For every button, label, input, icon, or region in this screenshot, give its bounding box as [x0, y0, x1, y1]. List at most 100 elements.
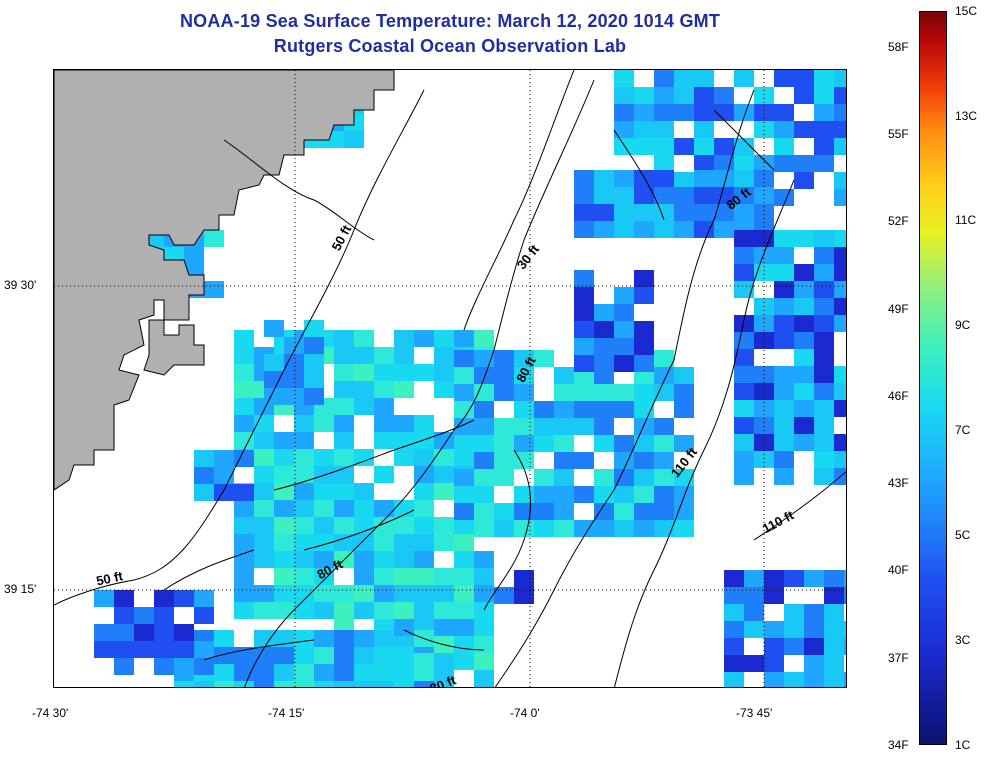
sst-pixel: [394, 534, 414, 551]
sst-pixel: [334, 647, 354, 664]
sst-pixel: [674, 172, 694, 189]
sst-pixel: [174, 624, 194, 641]
sst-pixel: [674, 70, 694, 87]
sst-pixel: [654, 384, 674, 401]
sst-pixel: [474, 602, 494, 619]
sst-pixel: [714, 170, 734, 187]
sst-pixel: [434, 449, 454, 466]
sst-pixel: [694, 70, 714, 87]
sst-pixel: [394, 517, 414, 534]
sst-pixel: [634, 469, 654, 486]
sst-pixel: [474, 418, 494, 435]
sst-pixel: [394, 415, 414, 432]
sst-pixel: [594, 418, 614, 435]
sst-pixel: [174, 681, 194, 687]
sst-pixel: [274, 647, 294, 664]
sst-pixel: [514, 350, 534, 367]
contour-label: 110 ft: [760, 507, 797, 536]
sst-pixel: [334, 330, 354, 347]
sst-pixel: [234, 681, 254, 687]
sst-pixel: [774, 400, 794, 417]
sst-pixel: [674, 503, 694, 520]
sst-pixel: [574, 401, 594, 418]
sst-pixel: [434, 602, 454, 619]
sst-pixel: [794, 172, 814, 189]
sst-pixel: [844, 672, 846, 687]
colorbar-c-label: 9C: [955, 318, 971, 332]
sst-pixel: [354, 630, 374, 647]
sst-pixel: [454, 551, 474, 568]
contour-label: 50 ft: [95, 568, 125, 588]
sst-pixel: [274, 500, 294, 517]
sst-pixel: [844, 638, 846, 655]
sst-pixel: [294, 664, 314, 681]
sst-pixel: [834, 70, 846, 87]
sst-pixel: [434, 483, 454, 500]
sst-pixel: [734, 468, 754, 485]
sst-pixel: [394, 551, 414, 568]
sst-pixel: [834, 264, 846, 281]
sst-pixel: [594, 469, 614, 486]
sst-pixel: [114, 624, 134, 641]
sst-pixel: [434, 432, 454, 449]
sst-pixel: [814, 281, 834, 298]
sea-surface-temperature-map: 50 ft 30 ft 80 ft 80 ft 110 ft 110 ft 80…: [53, 69, 847, 688]
sst-pixel: [734, 104, 754, 121]
sst-pixel: [394, 681, 414, 687]
sst-pixel: [494, 350, 514, 367]
sst-pixel: [794, 383, 814, 400]
sst-pixel: [514, 384, 534, 401]
sst-pixel: [554, 435, 574, 452]
sst-pixel: [734, 451, 754, 468]
sst-pixel: [454, 534, 474, 551]
sst-pixel: [674, 104, 694, 121]
sst-pixel: [274, 466, 294, 483]
colorbar-f-label: 40F: [888, 563, 909, 577]
sst-pixel: [454, 367, 474, 384]
sst-pixel: [634, 338, 654, 355]
sst-pixel: [784, 638, 804, 655]
sst-pixel: [314, 568, 334, 585]
sst-pixel: [774, 70, 794, 87]
sst-pixel: [794, 400, 814, 417]
sst-pixel: [694, 138, 714, 155]
sst-pixel: [574, 221, 594, 238]
sst-pixel: [394, 364, 414, 381]
sst-pixel: [574, 384, 594, 401]
sst-pixel: [514, 520, 534, 537]
sst-pixel: [574, 486, 594, 503]
sst-pixel: [194, 467, 214, 484]
sst-pixel: [474, 401, 494, 418]
sst-pixel: [764, 621, 784, 638]
colorbar-f-label: 37F: [888, 651, 909, 665]
sst-pixel: [554, 503, 574, 520]
sst-pixel: [304, 337, 324, 354]
sst-pixel: [374, 500, 394, 517]
sst-pixel: [374, 398, 394, 415]
sst-pixel: [154, 658, 174, 675]
sst-pixel: [694, 170, 714, 187]
sst-pixel: [354, 381, 374, 398]
sst-pixel: [174, 658, 194, 675]
sst-pixel: [394, 381, 414, 398]
colorbar-f-label: 46F: [888, 389, 909, 403]
sst-pixel: [314, 517, 334, 534]
sst-pixel: [314, 585, 334, 602]
sst-pixel: [594, 435, 614, 452]
sst-pixel: [414, 664, 434, 681]
sst-pixel: [264, 371, 284, 388]
lon-tick-label: -73 45': [736, 706, 773, 720]
sst-pixel: [334, 585, 354, 602]
sst-pixel: [354, 364, 374, 381]
sst-pixel: [834, 138, 846, 155]
sst-pixel: [274, 602, 294, 619]
colorbar-c-label: 3C: [955, 633, 971, 647]
sst-pixel: [674, 435, 694, 452]
sst-pixel: [304, 388, 324, 405]
sst-pixel: [454, 330, 474, 347]
sst-pixel: [734, 366, 754, 383]
sst-pixel: [734, 332, 754, 349]
sst-pixel: [154, 590, 174, 607]
sst-pixel: [314, 466, 334, 483]
sst-pixel: [254, 449, 274, 466]
